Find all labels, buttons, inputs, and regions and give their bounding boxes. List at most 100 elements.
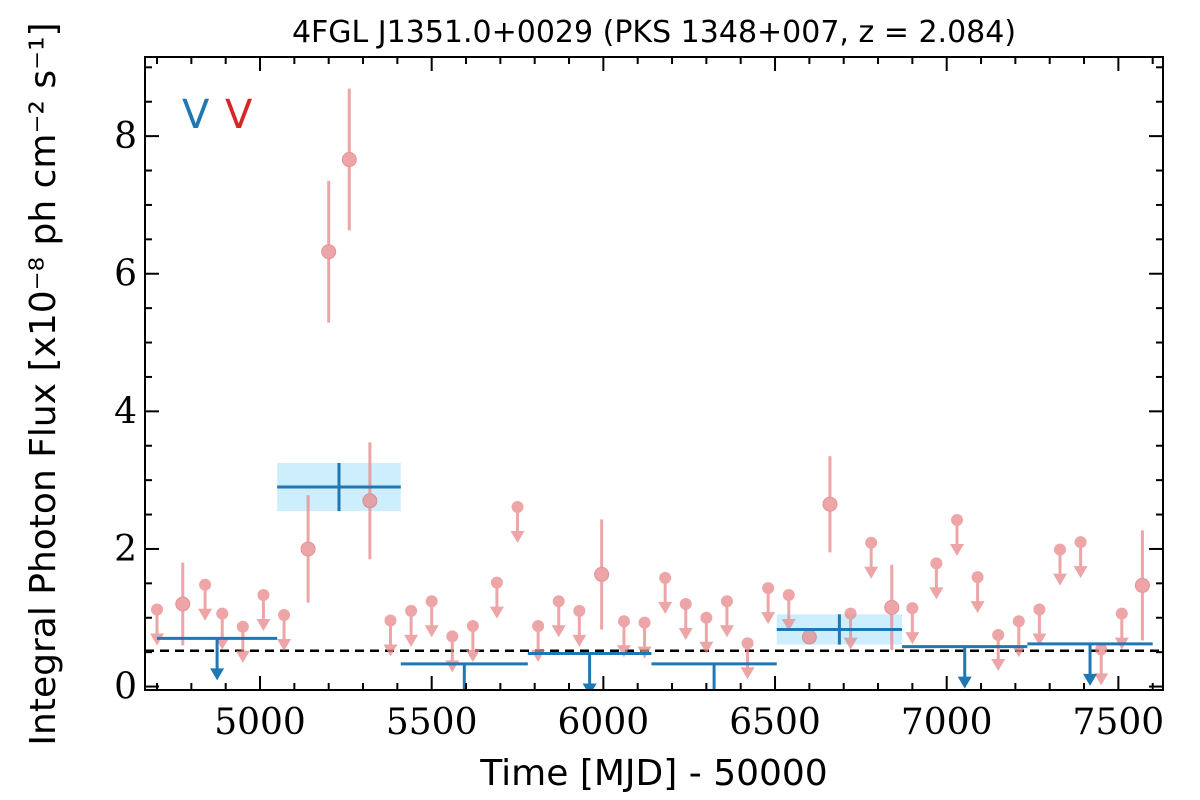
upper-limit-marker [1095,643,1108,656]
upper-limit-arrow [383,644,398,657]
upper-limit-point [510,500,525,543]
upper-limit-marker [573,604,586,617]
upper-limit-arrow [1094,673,1109,686]
upper-limit-arrow [781,619,796,632]
axis-ticks: 5000 5500 6000 6500 7000 7500 0 2 4 6 8 [114,57,1164,743]
upper-limit-point [678,597,693,640]
upper-limit-arrow [699,641,714,654]
legend-entry: V [182,92,210,138]
upper-limit-point [905,602,920,645]
legend: V V [182,92,253,138]
upper-limit-point [1073,536,1088,579]
short-bin-series [150,88,1150,686]
upper-limit-marker [679,597,692,610]
y-tick-label: 2 [114,529,137,570]
data-point [594,566,610,582]
upper-limit-arrow [949,544,964,557]
upper-limit-arrow [991,658,1006,671]
x-tick-label: 6500 [729,702,821,743]
upper-limit-arrow [1032,633,1047,646]
upper-limit-marker [1074,536,1087,549]
chart-title: 4FGL J1351.0+0029 (PKS 1348+007, z = 2.0… [292,15,1016,50]
upper-limit-arrow [198,608,213,621]
data-point [801,629,817,645]
upper-limit-marker [617,615,630,628]
data-point [362,493,378,509]
plot-background [145,57,1163,690]
upper-limit-marker [405,604,418,617]
upper-limit-point [215,607,230,650]
upper-limit-marker [1033,603,1046,616]
upper-limit-arrow [616,645,631,658]
upper-limit-point [740,637,755,680]
upper-limit-point [277,609,292,652]
upper-limit-arrow [404,634,419,647]
detection-point [362,442,378,560]
upper-limit-marker [762,582,775,595]
x-tick-label: 5500 [386,702,478,743]
upper-limit-marker [236,620,249,633]
detection-point [801,629,817,645]
y-axis-label: Integral Photon Flux [x10⁻⁸ ph cm⁻² s⁻¹] [23,22,64,745]
upper-limit-marker [278,609,291,622]
upper-limit-point [843,607,858,650]
upper-limit-arrow [678,627,693,640]
upper-limit-point [404,604,419,647]
upper-limit-marker [425,595,438,608]
data-point [341,152,357,168]
upper-limit-marker [466,620,479,633]
data-point [321,244,337,260]
upper-limit-arrow [424,625,439,638]
upper-limit-arrow [235,650,250,663]
upper-limit-arrow [1052,573,1067,586]
upper-limit-point [256,589,271,632]
upper-limit-marker [490,576,503,589]
upper-limit-arrow [740,667,755,680]
upper-limit-point [970,571,985,614]
data-point [300,541,316,557]
data-point [884,599,900,615]
upper-limit-arrow [957,676,972,689]
upper-limit-arrow [489,606,504,619]
upper-limit-marker [384,614,397,627]
upper-limit-marker [151,603,164,616]
upper-limit-point [616,615,631,658]
x-tick-label: 7000 [901,702,993,743]
upper-limit-point [699,611,714,654]
upper-limit-marker [446,630,459,643]
upper-limit-arrow [929,587,944,600]
upper-limit-arrow [465,650,480,663]
upper-limit-point [1032,603,1047,646]
detection-point [341,88,357,231]
detection-point [884,564,900,651]
upper-limit-point [761,582,776,625]
upper-limit-arrow [864,566,879,579]
upper-limit-point [658,571,673,614]
upper-limit-point [1011,615,1026,658]
upper-limit-marker [844,607,857,620]
upper-limit-arrow [719,625,734,638]
upper-limit-marker [720,595,733,608]
upper-limit-point [198,578,213,621]
x-axis-label: Time [MJD] - 50000 [479,753,827,794]
upper-limit-arrow [761,612,776,625]
upper-limit-point [781,589,796,632]
data-point [175,596,191,612]
upper-limit-marker [700,611,713,624]
upper-limit-marker [659,571,672,584]
detection-point [321,180,337,323]
x-tick-label: 6000 [558,702,650,743]
upper-limit-marker [216,607,229,620]
upper-limit-arrow [1011,645,1026,658]
y-tick-label: 6 [114,254,137,295]
upper-limit-arrow [970,601,985,614]
upper-limit-marker [971,571,984,584]
upper-limit-point [949,514,964,557]
upper-limit-arrow [1083,673,1098,686]
upper-limit-point [572,604,587,647]
data-point [822,496,838,512]
upper-limit-arrow [843,637,858,650]
upper-limit-arrow [551,625,566,638]
upper-limit-arrow [215,637,230,650]
